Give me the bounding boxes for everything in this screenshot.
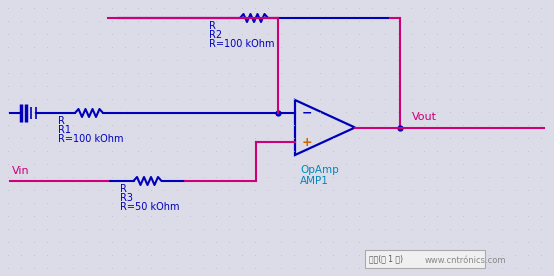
Text: R1: R1 [58, 125, 71, 135]
Text: R=100 kOhm: R=100 kOhm [209, 39, 274, 49]
Text: R2: R2 [209, 30, 222, 40]
Text: Vin: Vin [12, 166, 29, 176]
Text: www.cntrónics.com: www.cntrónics.com [425, 256, 506, 265]
Text: Vout: Vout [412, 113, 437, 123]
Text: +: + [302, 136, 312, 148]
Text: R: R [58, 116, 65, 126]
Text: R: R [120, 184, 127, 194]
Text: −: − [302, 107, 312, 120]
Text: R3: R3 [120, 193, 133, 203]
Text: R=50 kOhm: R=50 kOhm [120, 202, 179, 212]
Text: R=100 kOhm: R=100 kOhm [58, 134, 124, 144]
Text: 截圖(共 1 幅): 截圖(共 1 幅) [369, 254, 403, 264]
FancyBboxPatch shape [365, 250, 485, 268]
Text: R: R [209, 21, 216, 31]
Text: OpAmp: OpAmp [300, 165, 338, 175]
Text: AMP1: AMP1 [300, 176, 329, 186]
